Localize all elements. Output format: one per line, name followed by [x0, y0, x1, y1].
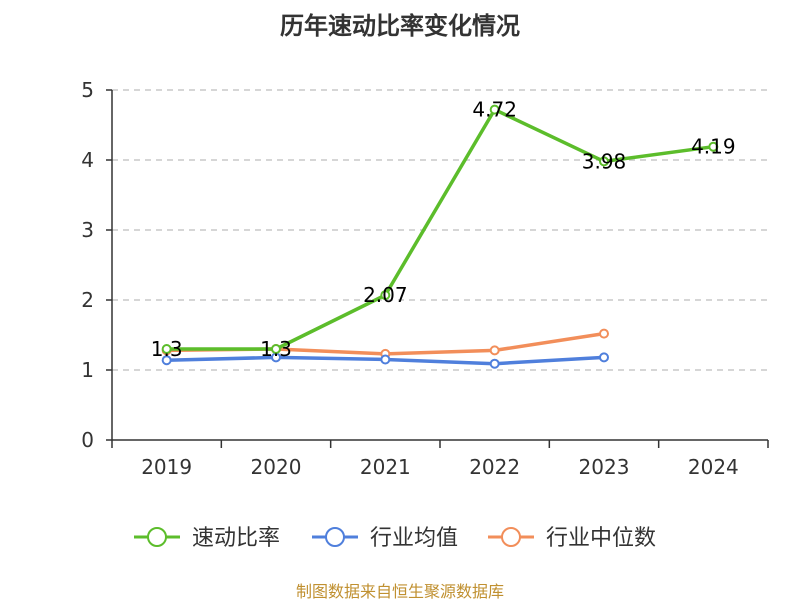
x-tick-label: 2021: [360, 455, 411, 479]
x-tick-label: 2023: [579, 455, 630, 479]
data-label: 4.72: [472, 98, 517, 122]
source-note: 制图数据来自恒生聚源数据库: [295, 582, 504, 601]
legend-swatch-marker: [147, 527, 167, 547]
y-tick-label: 0: [81, 428, 94, 452]
data-point: [599, 352, 609, 363]
data-point: [599, 156, 609, 167]
data-label: 1.3: [151, 337, 183, 361]
y-tick-label: 4: [81, 148, 94, 172]
data-point: [380, 354, 391, 365]
data-point: [489, 345, 500, 356]
series-lines: [161, 104, 719, 369]
data-point: [161, 355, 172, 366]
data-point: [708, 141, 719, 152]
y-tick-label: 2: [81, 288, 94, 312]
data-point: [380, 290, 391, 301]
data-label: 2.07: [363, 283, 408, 307]
y-tick-label: 3: [81, 218, 94, 242]
x-tick-label: 2024: [688, 455, 739, 479]
data-point: [489, 104, 500, 115]
series-line: [166, 107, 714, 351]
data-label: 1.3: [260, 337, 292, 361]
chart-title: 历年速动比率变化情况: [280, 12, 520, 40]
data-label: 4.19: [691, 135, 736, 159]
x-tick-label: 2022: [469, 455, 520, 479]
x-tick-label: 2019: [141, 455, 192, 479]
data-point: [489, 358, 500, 369]
legend-label: 行业中位数: [546, 526, 656, 551]
data-point: [271, 344, 281, 354]
data-label: 3.98: [582, 149, 627, 173]
grid-lines: [112, 89, 768, 371]
legend-label: 速动比率: [192, 526, 280, 551]
y-tick-label: 5: [81, 78, 94, 102]
data-point: [161, 344, 172, 354]
legend[interactable]: 速动比率 行业均值 行业中位数: [134, 526, 656, 551]
legend-swatch-marker: [325, 527, 345, 547]
data-labels: 1.3 1.3 2.07 4.72 3.98 4.19: [151, 98, 736, 361]
legend-swatch-marker: [501, 527, 521, 547]
axes: 0 1 2 3 4 5 2019 2020 2021 2022 2023 2024: [81, 78, 769, 479]
y-tick-label: 1: [81, 358, 94, 382]
legend-label: 行业均值: [370, 526, 458, 551]
x-tick-label: 2020: [251, 455, 302, 479]
data-point: [599, 328, 609, 339]
